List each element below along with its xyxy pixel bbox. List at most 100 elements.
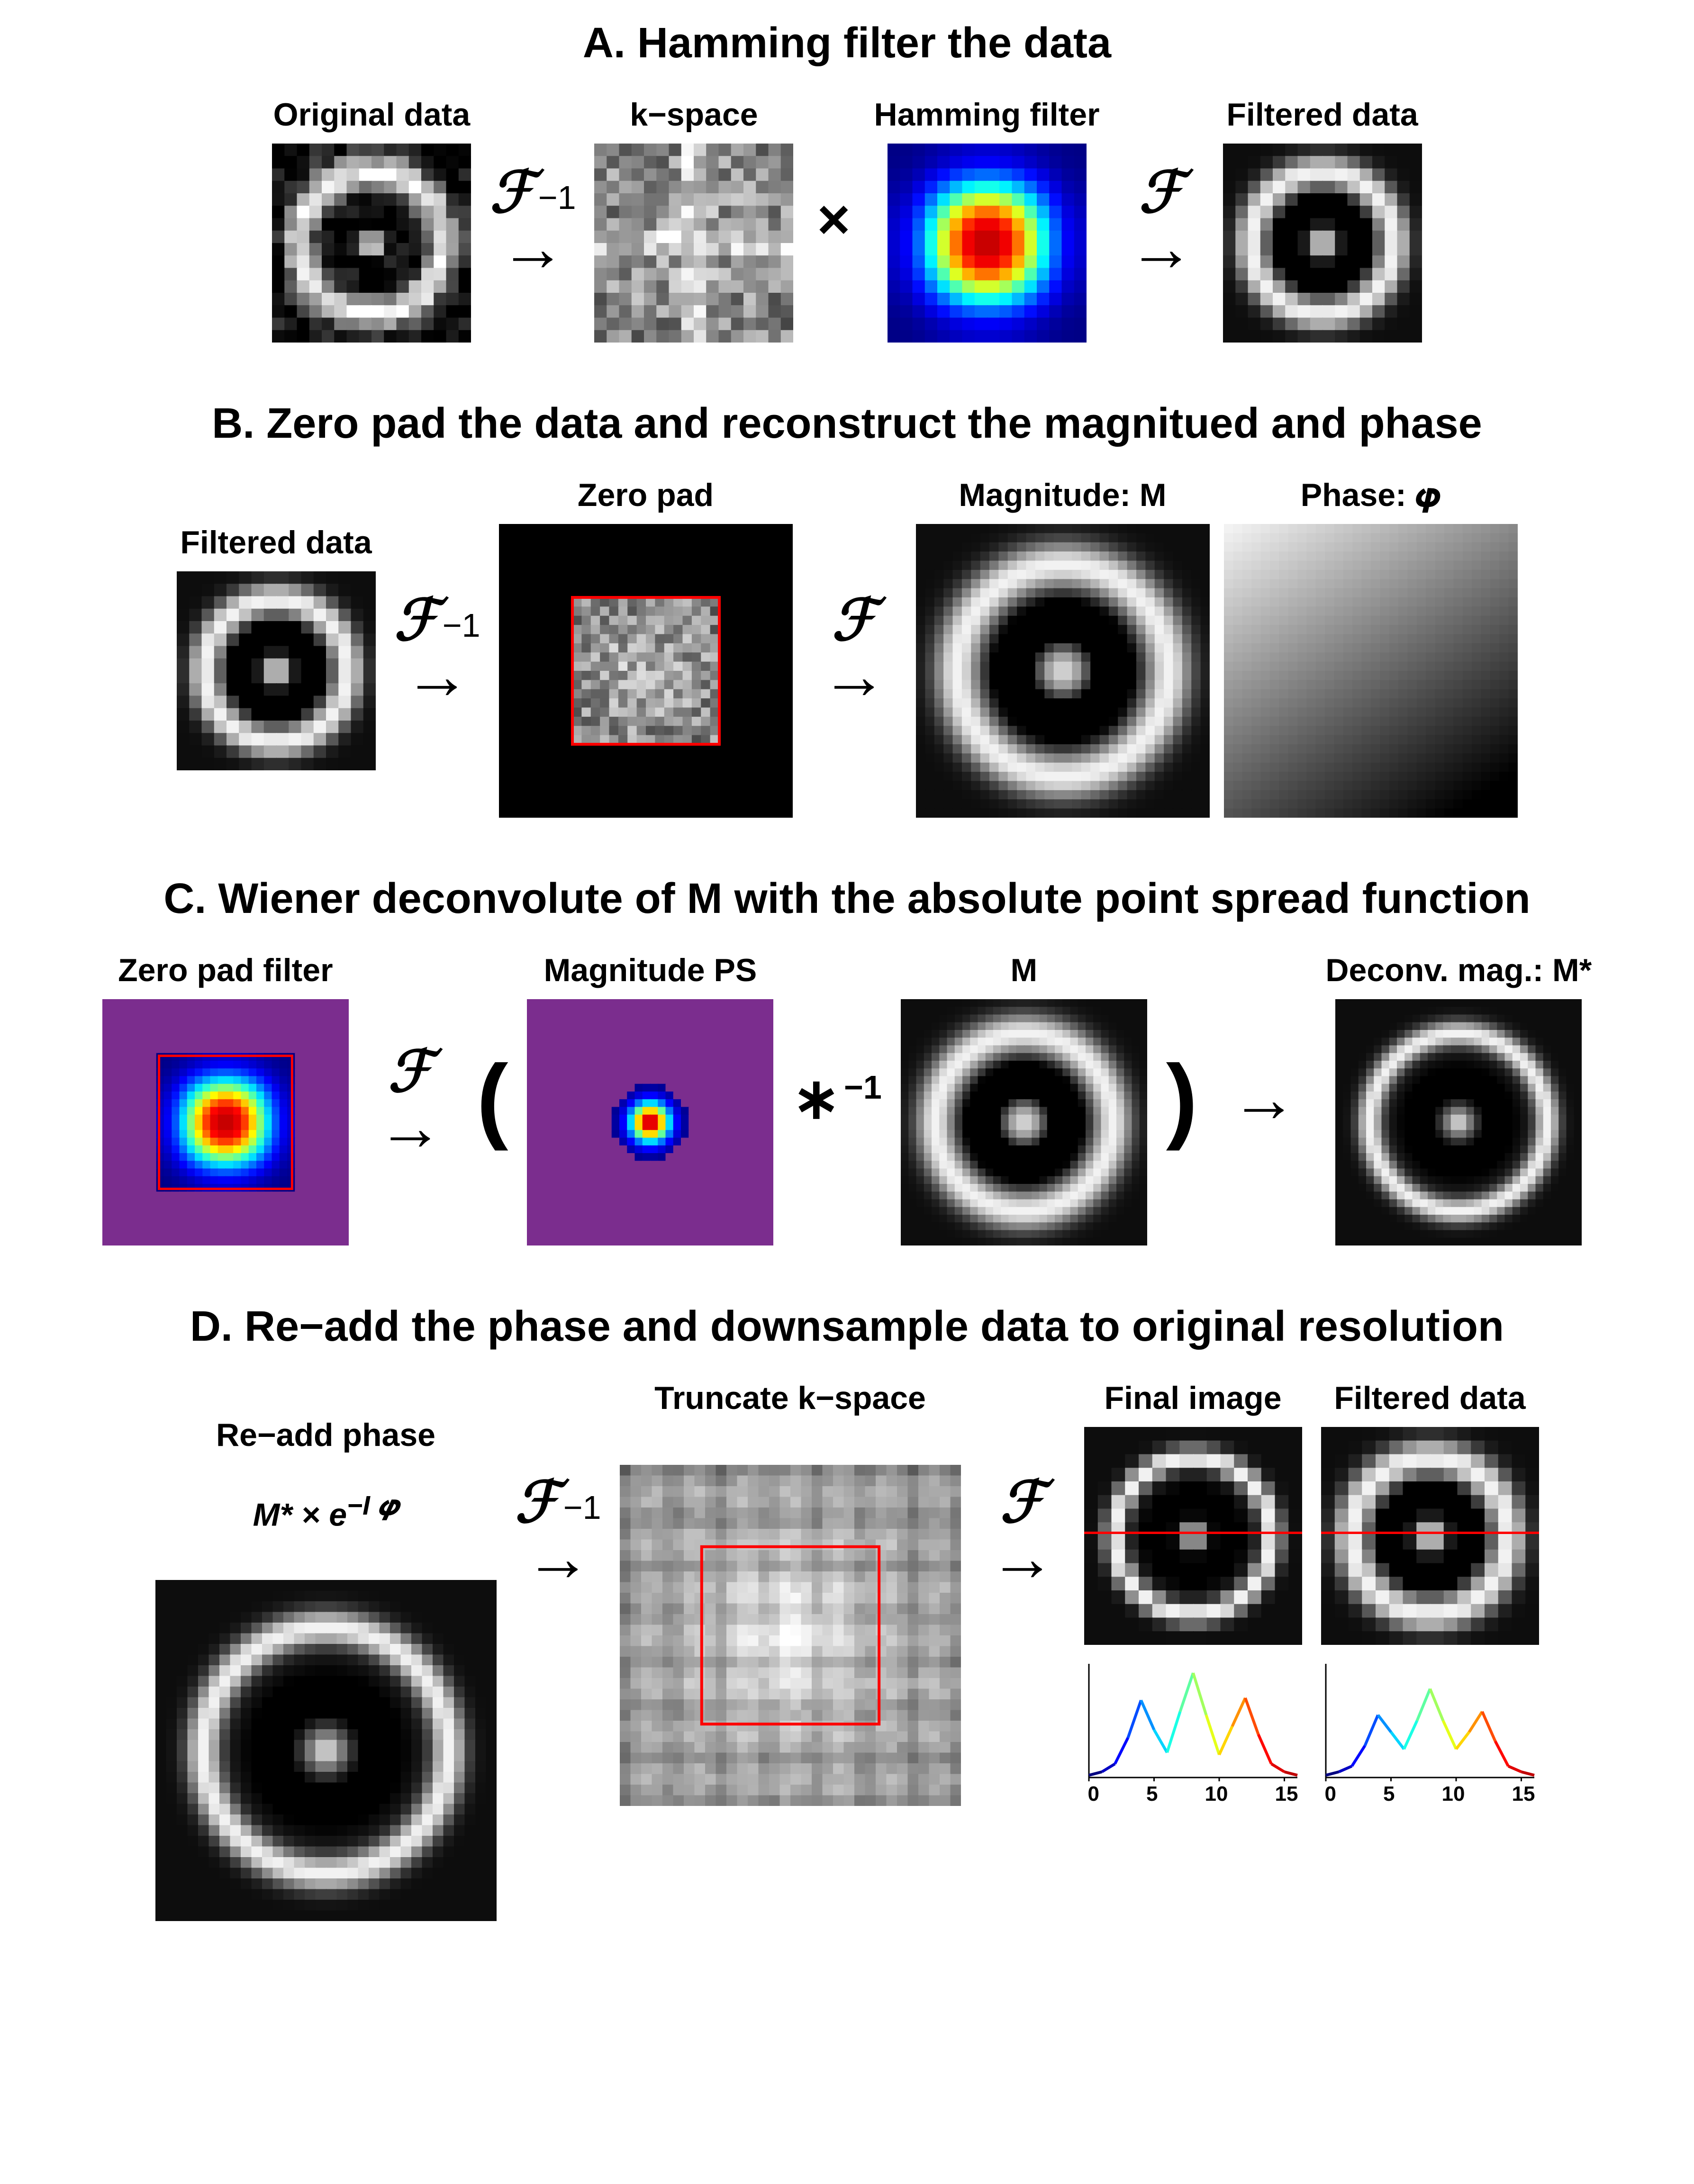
section-c: C. Wiener deconvolute of M with the abso… [9, 875, 1685, 1245]
section-b-row: Filtered data ℱ−1 → Zero pad ℱ → Magnitu… [9, 477, 1685, 818]
img-magnitude [916, 524, 1210, 818]
final-image-overlay [1084, 1427, 1302, 1645]
final-pair: Final image Filtered data 0 [1084, 1380, 1539, 1806]
label-filtered-d: Filtered data [1334, 1380, 1525, 1417]
img-magnitude-ps [527, 999, 773, 1245]
tick: 5 [1146, 1782, 1158, 1806]
panel-kspace: k−space [594, 96, 793, 343]
img-final [1084, 1427, 1302, 1645]
section-a: A. Hamming filter the data Original data… [9, 19, 1685, 343]
label-truncate: Truncate k−space [654, 1380, 926, 1455]
img-hamming [888, 144, 1087, 343]
panel-final-image: Final image [1084, 1380, 1302, 1645]
op-f-b: ℱ → [807, 592, 902, 702]
op-finv-d: ℱ−1 → [511, 1474, 606, 1584]
section-c-title: C. Wiener deconvolute of M with the abso… [9, 875, 1685, 923]
img-zeropad-filter [102, 999, 349, 1245]
img-filtered-b [177, 571, 376, 770]
close-paren: ) [1161, 1051, 1203, 1146]
img-original-data [272, 144, 471, 343]
img-deconv [1335, 999, 1582, 1245]
op-finv-b: ℱ−1 → [390, 592, 485, 702]
panel-m-c: M [901, 952, 1147, 1245]
xticks-filtered: 0 5 10 15 [1321, 1782, 1539, 1806]
op-f-c: ℱ → [363, 1044, 458, 1154]
label-filtered-b: Filtered data [180, 524, 371, 562]
open-paren: ( [472, 1051, 513, 1146]
panel-deconv: Deconv. mag.: M* [1325, 952, 1592, 1245]
panel-filtered-a: Filtered data [1223, 96, 1422, 343]
label-m-c: M [1010, 952, 1037, 990]
tick: 0 [1325, 1782, 1336, 1806]
lineplot-final [1084, 1659, 1302, 1782]
section-a-row: Original data ℱ−1 → k−space × Hamming fi… [9, 96, 1685, 343]
conv-op: ∗−1 [788, 1066, 886, 1132]
lineplot-filtered [1321, 1659, 1539, 1782]
arrow-icon: → [989, 1531, 1056, 1584]
section-b-title: B. Zero pad the data and reconstruct the… [9, 399, 1685, 448]
arrow-icon: → [377, 1101, 444, 1154]
op-f-d: ℱ → [975, 1474, 1070, 1584]
readd-line2: M* × e−I 𝝋 [216, 1490, 435, 1534]
panel-lineplot-filtered: 0 5 10 15 [1321, 1659, 1539, 1806]
tick: 15 [1275, 1782, 1298, 1806]
img-filtered-d [1321, 1427, 1539, 1645]
arrow-icon: → [821, 649, 888, 702]
label-deconv: Deconv. mag.: M* [1325, 952, 1592, 990]
filtered-d-overlay [1321, 1427, 1539, 1645]
section-d-title: D. Re−add the phase and downsample data … [9, 1302, 1685, 1351]
label-final-image: Final image [1104, 1380, 1281, 1417]
section-d: D. Re−add the phase and downsample data … [9, 1302, 1685, 1921]
mult-sign: × [807, 187, 860, 252]
label-magnitude-ps: Magnitude PS [544, 952, 757, 990]
tick: 5 [1383, 1782, 1395, 1806]
panel-original-data: Original data [272, 96, 471, 343]
conv-star: ∗ [792, 1067, 840, 1130]
readd-line1: Re−add phase [216, 1417, 435, 1453]
panel-truncate: Truncate k−space [620, 1380, 961, 1806]
img-phase [1224, 524, 1518, 818]
panel-filtered-b: Filtered data [177, 524, 376, 770]
label-hamming: Hamming filter [874, 96, 1100, 134]
label-magnitude: Magnitude: M [959, 477, 1166, 514]
img-readd-phase [155, 1580, 497, 1921]
label-readd-phase: Re−add phase M* × e−I 𝝋 [216, 1380, 435, 1570]
section-d-row: Re−add phase M* × e−I 𝝋 ℱ−1 → Truncate k… [9, 1380, 1685, 1921]
arrow-icon: → [525, 1531, 591, 1584]
panel-magnitude-ps: Magnitude PS [527, 952, 773, 1245]
img-filtered-a [1223, 144, 1422, 343]
panel-magnitude: Magnitude: M [916, 477, 1210, 818]
label-kspace: k−space [630, 96, 758, 134]
img-truncate [620, 1465, 961, 1806]
op-f-a: ℱ → [1114, 164, 1209, 274]
img-m-c [901, 999, 1147, 1245]
label-zeropad: Zero pad [578, 477, 714, 514]
panel-phase: Phase: 𝝋 [1224, 477, 1518, 818]
img-zeropad [499, 524, 793, 818]
label-filtered-a: Filtered data [1226, 96, 1418, 134]
section-b: B. Zero pad the data and reconstruct the… [9, 399, 1685, 818]
panel-zeropad: Zero pad [499, 477, 793, 818]
arrow-icon: → [404, 649, 471, 702]
panel-filtered-d: Filtered data [1321, 1380, 1539, 1645]
panel-hamming: Hamming filter [874, 96, 1100, 343]
inverse-sup: −1 [844, 1069, 882, 1106]
panel-zeropad-filter: Zero pad filter [102, 952, 349, 1245]
img-kspace [594, 144, 793, 343]
op-finv-a: ℱ−1 → [485, 164, 580, 274]
tick: 10 [1442, 1782, 1465, 1806]
tick: 15 [1512, 1782, 1535, 1806]
section-c-row: Zero pad filter ℱ → ( Magnitude PS ∗−1 M… [9, 952, 1685, 1245]
xticks-final: 0 5 10 15 [1084, 1782, 1302, 1806]
label-zeropad-filter: Zero pad filter [118, 952, 333, 990]
arrow-icon: → [499, 221, 566, 274]
tick: 0 [1088, 1782, 1099, 1806]
panel-lineplot-final: 0 5 10 15 [1084, 1659, 1302, 1806]
arrow-icon: → [1128, 221, 1195, 274]
label-phase: Phase: 𝝋 [1301, 477, 1440, 514]
tick: 10 [1205, 1782, 1228, 1806]
section-a-title: A. Hamming filter the data [9, 19, 1685, 68]
panel-readd-phase: Re−add phase M* × e−I 𝝋 [155, 1380, 497, 1921]
arrow-c-out: → [1216, 1072, 1311, 1125]
arrow-icon: → [1231, 1072, 1297, 1125]
